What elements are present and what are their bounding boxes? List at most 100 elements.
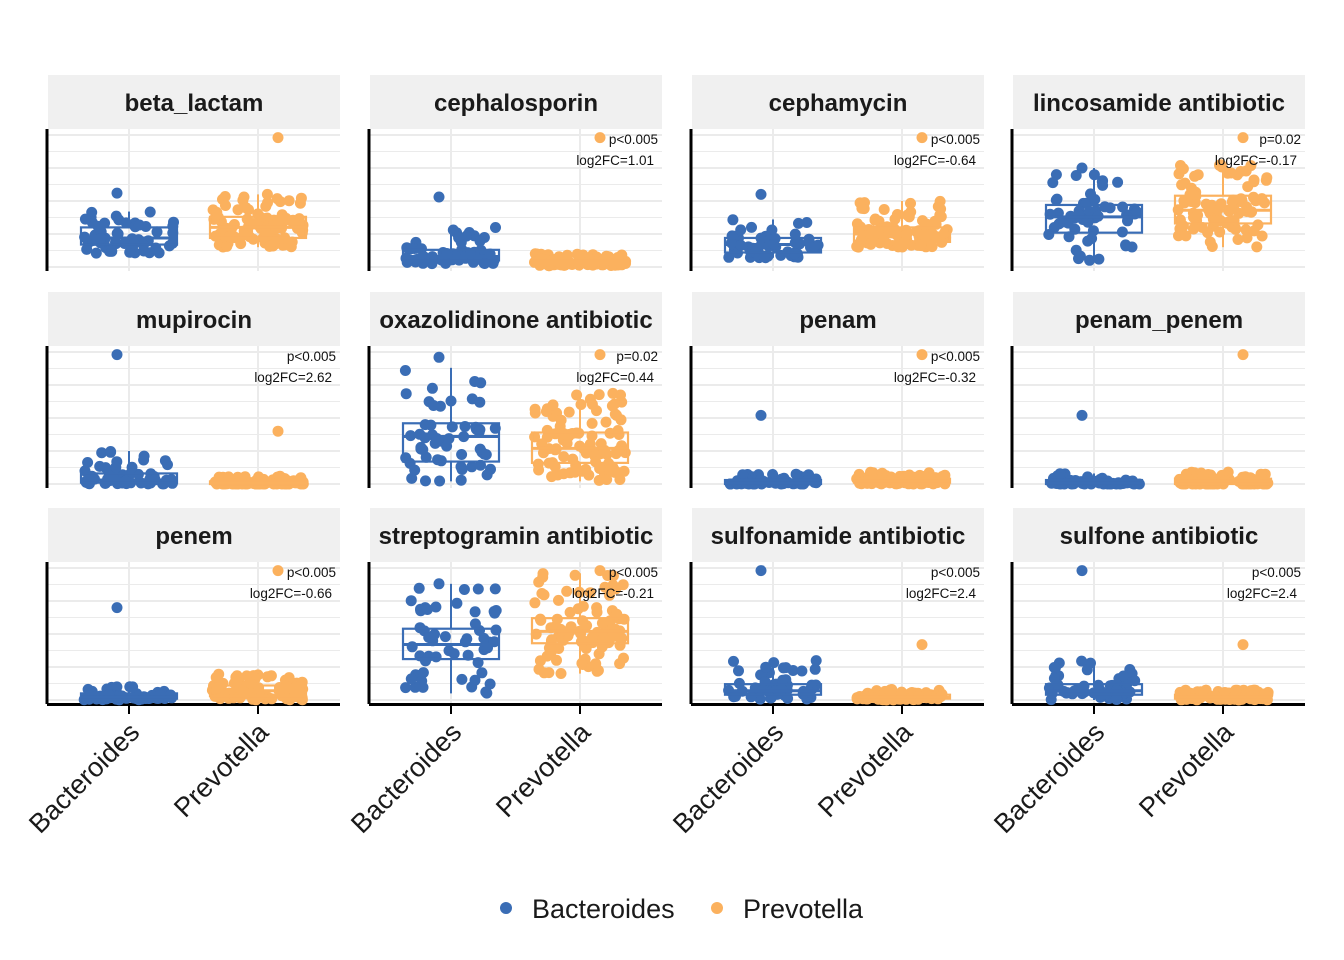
data-point <box>285 241 297 253</box>
strip-label: beta_lactam <box>125 90 264 117</box>
data-point <box>405 673 417 685</box>
legend-key-bacteroides <box>500 902 512 914</box>
data-point <box>1227 194 1239 206</box>
facet-panel: penam_penem <box>1010 292 1305 490</box>
data-point <box>777 674 789 686</box>
data-point <box>1180 230 1192 242</box>
strip-background <box>1013 508 1305 562</box>
data-point <box>1082 235 1094 247</box>
data-point <box>760 661 772 673</box>
data-point <box>235 238 247 250</box>
data-point <box>553 594 564 606</box>
data-point <box>563 406 575 418</box>
data-point <box>1076 655 1088 667</box>
data-point <box>90 247 102 259</box>
data-point <box>618 652 629 664</box>
x-tick-label: Bacteroides <box>667 717 789 839</box>
data-point <box>555 668 567 679</box>
data-point <box>138 454 150 466</box>
data-point <box>453 232 465 244</box>
data-point <box>790 468 802 480</box>
log2fc-annotation: log2FC=2.4 <box>906 586 977 601</box>
data-point <box>727 214 739 226</box>
data-point <box>529 597 541 609</box>
outlier-point <box>272 132 284 144</box>
data-point <box>1131 206 1143 218</box>
data-point <box>595 438 607 450</box>
strip-label: cephamycin <box>769 90 908 117</box>
outlier-point <box>1076 409 1088 421</box>
legend-key-prevotella <box>711 902 723 914</box>
data-point <box>789 248 801 260</box>
data-point <box>934 209 946 221</box>
box-bacteroides <box>1044 203 1144 234</box>
data-point <box>549 428 561 440</box>
log2fc-annotation: log2FC=-0.17 <box>1215 153 1297 168</box>
data-point <box>551 654 562 666</box>
data-point <box>265 670 277 682</box>
facet-panel: penem Bacteroides Prevotella p<0.005 log2FC=… <box>23 508 340 839</box>
x-tick-label: Bacteroides <box>23 717 145 839</box>
data-point <box>99 217 111 229</box>
data-point <box>1176 179 1188 191</box>
data-point <box>558 468 570 480</box>
outlier-point <box>1076 162 1088 174</box>
x-tick-label: Prevotella <box>812 716 919 823</box>
data-point <box>553 643 565 654</box>
data-point <box>264 240 276 252</box>
data-point <box>733 665 744 677</box>
log2fc-annotation: log2FC=2.62 <box>254 370 332 385</box>
facet-panel: cephalosporin p<0.005 log2FC=1.01 <box>367 75 662 272</box>
data-point <box>1093 253 1105 265</box>
data-point <box>105 446 117 457</box>
data-point <box>1189 170 1201 182</box>
data-point <box>529 403 541 415</box>
outlier-point <box>755 188 767 200</box>
x-tick-label: Prevotella <box>168 716 275 823</box>
box-bacteroides <box>79 226 179 246</box>
data-point <box>456 673 468 685</box>
data-point <box>1215 198 1227 210</box>
data-point <box>1202 227 1214 239</box>
facet-panel: sulfone antibiotic Bacteroides Prevotella p… <box>988 508 1305 839</box>
log2fc-annotation: log2FC=1.01 <box>576 153 654 168</box>
x-tick-label: Prevotella <box>1133 716 1240 823</box>
data-point <box>1084 254 1096 266</box>
outlier-point <box>1237 132 1249 144</box>
p-value-annotation: p=0.02 <box>1259 132 1301 147</box>
strip-label: streptogramin antibiotic <box>379 523 654 550</box>
strip-background <box>692 292 984 346</box>
data-point <box>272 216 284 228</box>
data-point <box>1197 470 1209 482</box>
strip-background <box>1013 75 1305 129</box>
data-point <box>577 615 588 627</box>
outlier-point <box>111 187 123 199</box>
p-value-annotation: p<0.005 <box>1252 565 1301 580</box>
data-point <box>1063 231 1075 243</box>
data-point <box>555 414 567 426</box>
data-point <box>1192 209 1204 221</box>
data-point <box>591 405 602 417</box>
legend-label-bacteroides: Bacteroides <box>532 894 675 924</box>
data-point <box>611 608 623 620</box>
data-point <box>82 683 94 695</box>
data-point <box>534 655 546 667</box>
data-point <box>421 604 433 615</box>
data-point <box>547 399 559 411</box>
data-point <box>886 684 898 695</box>
data-point <box>889 213 901 225</box>
data-point <box>564 606 576 618</box>
strip-label: penem <box>155 523 232 550</box>
data-point <box>586 417 598 429</box>
data-point <box>1097 179 1109 191</box>
data-point <box>409 681 421 693</box>
outlier-point <box>594 349 606 361</box>
facet-panel: streptogramin antibiotic Bacteroides Prevo… <box>345 508 662 839</box>
log2fc-annotation: log2FC=-0.21 <box>572 586 654 601</box>
data-point <box>409 464 421 476</box>
strip-label: sulfonamide antibiotic <box>711 523 966 550</box>
facet-panel: beta_lactam <box>45 75 340 271</box>
box-bacteroides <box>401 422 501 463</box>
data-point <box>533 663 545 675</box>
data-point <box>280 212 292 224</box>
